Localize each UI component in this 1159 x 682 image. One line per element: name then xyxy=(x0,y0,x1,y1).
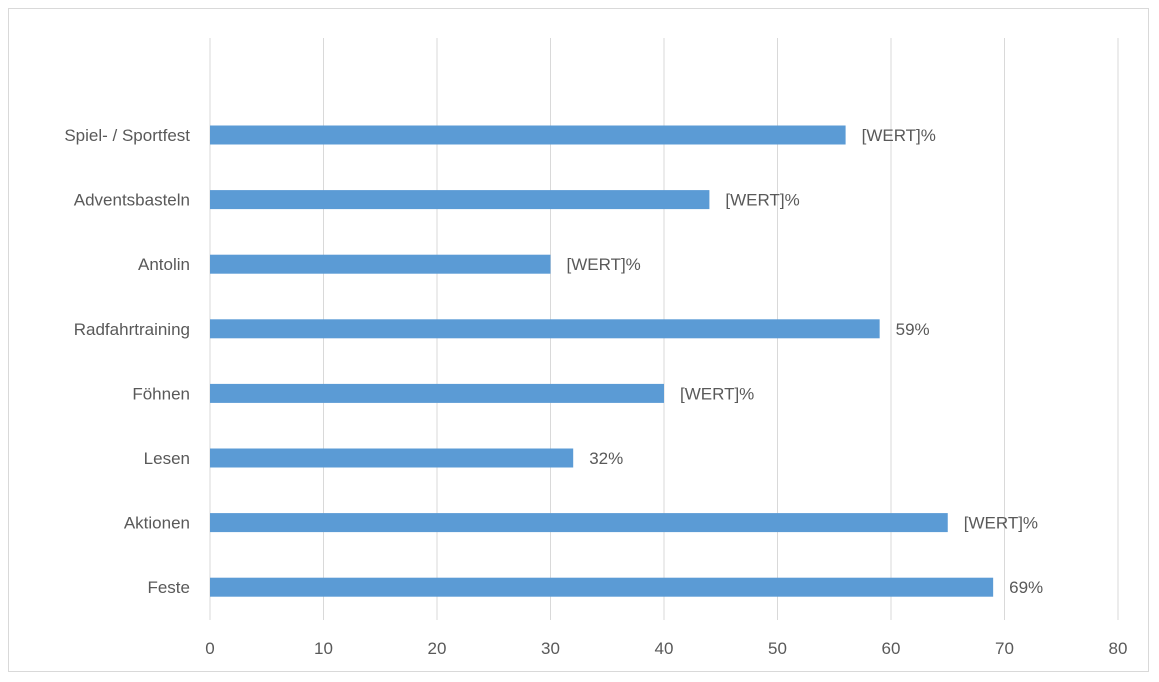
data-label: [WERT]% xyxy=(725,191,799,210)
category-label: Radfahrtraining xyxy=(74,320,190,339)
category-label: Feste xyxy=(147,578,190,597)
category-label: Adventsbasteln xyxy=(74,191,190,210)
bar xyxy=(210,513,948,532)
category-label: Spiel- / Sportfest xyxy=(64,126,190,145)
data-label: 69% xyxy=(1009,578,1043,597)
bar xyxy=(210,384,664,403)
bar xyxy=(210,449,573,468)
category-label: Antolin xyxy=(138,255,190,274)
bar xyxy=(210,319,880,338)
x-tick-label: 80 xyxy=(1109,639,1128,658)
data-label: 59% xyxy=(896,320,930,339)
x-tick-label: 20 xyxy=(428,639,447,658)
category-label: Lesen xyxy=(144,449,190,468)
x-tick-label: 30 xyxy=(541,639,560,658)
data-label: [WERT]% xyxy=(680,384,754,403)
category-label: Aktionen xyxy=(124,514,190,533)
x-tick-label: 70 xyxy=(995,639,1014,658)
bar xyxy=(210,190,709,209)
x-tick-label: 60 xyxy=(882,639,901,658)
data-label: [WERT]% xyxy=(862,126,936,145)
bar xyxy=(210,126,846,145)
x-tick-label: 50 xyxy=(768,639,787,658)
bar xyxy=(210,578,993,597)
data-label: 32% xyxy=(589,449,623,468)
data-label: [WERT]% xyxy=(964,514,1038,533)
bar xyxy=(210,255,551,274)
x-tick-label: 40 xyxy=(655,639,674,658)
x-tick-label: 10 xyxy=(314,639,333,658)
bars xyxy=(210,126,993,597)
category-label: Föhnen xyxy=(132,384,190,403)
x-tick-label: 0 xyxy=(205,639,214,658)
data-label: [WERT]% xyxy=(567,255,641,274)
